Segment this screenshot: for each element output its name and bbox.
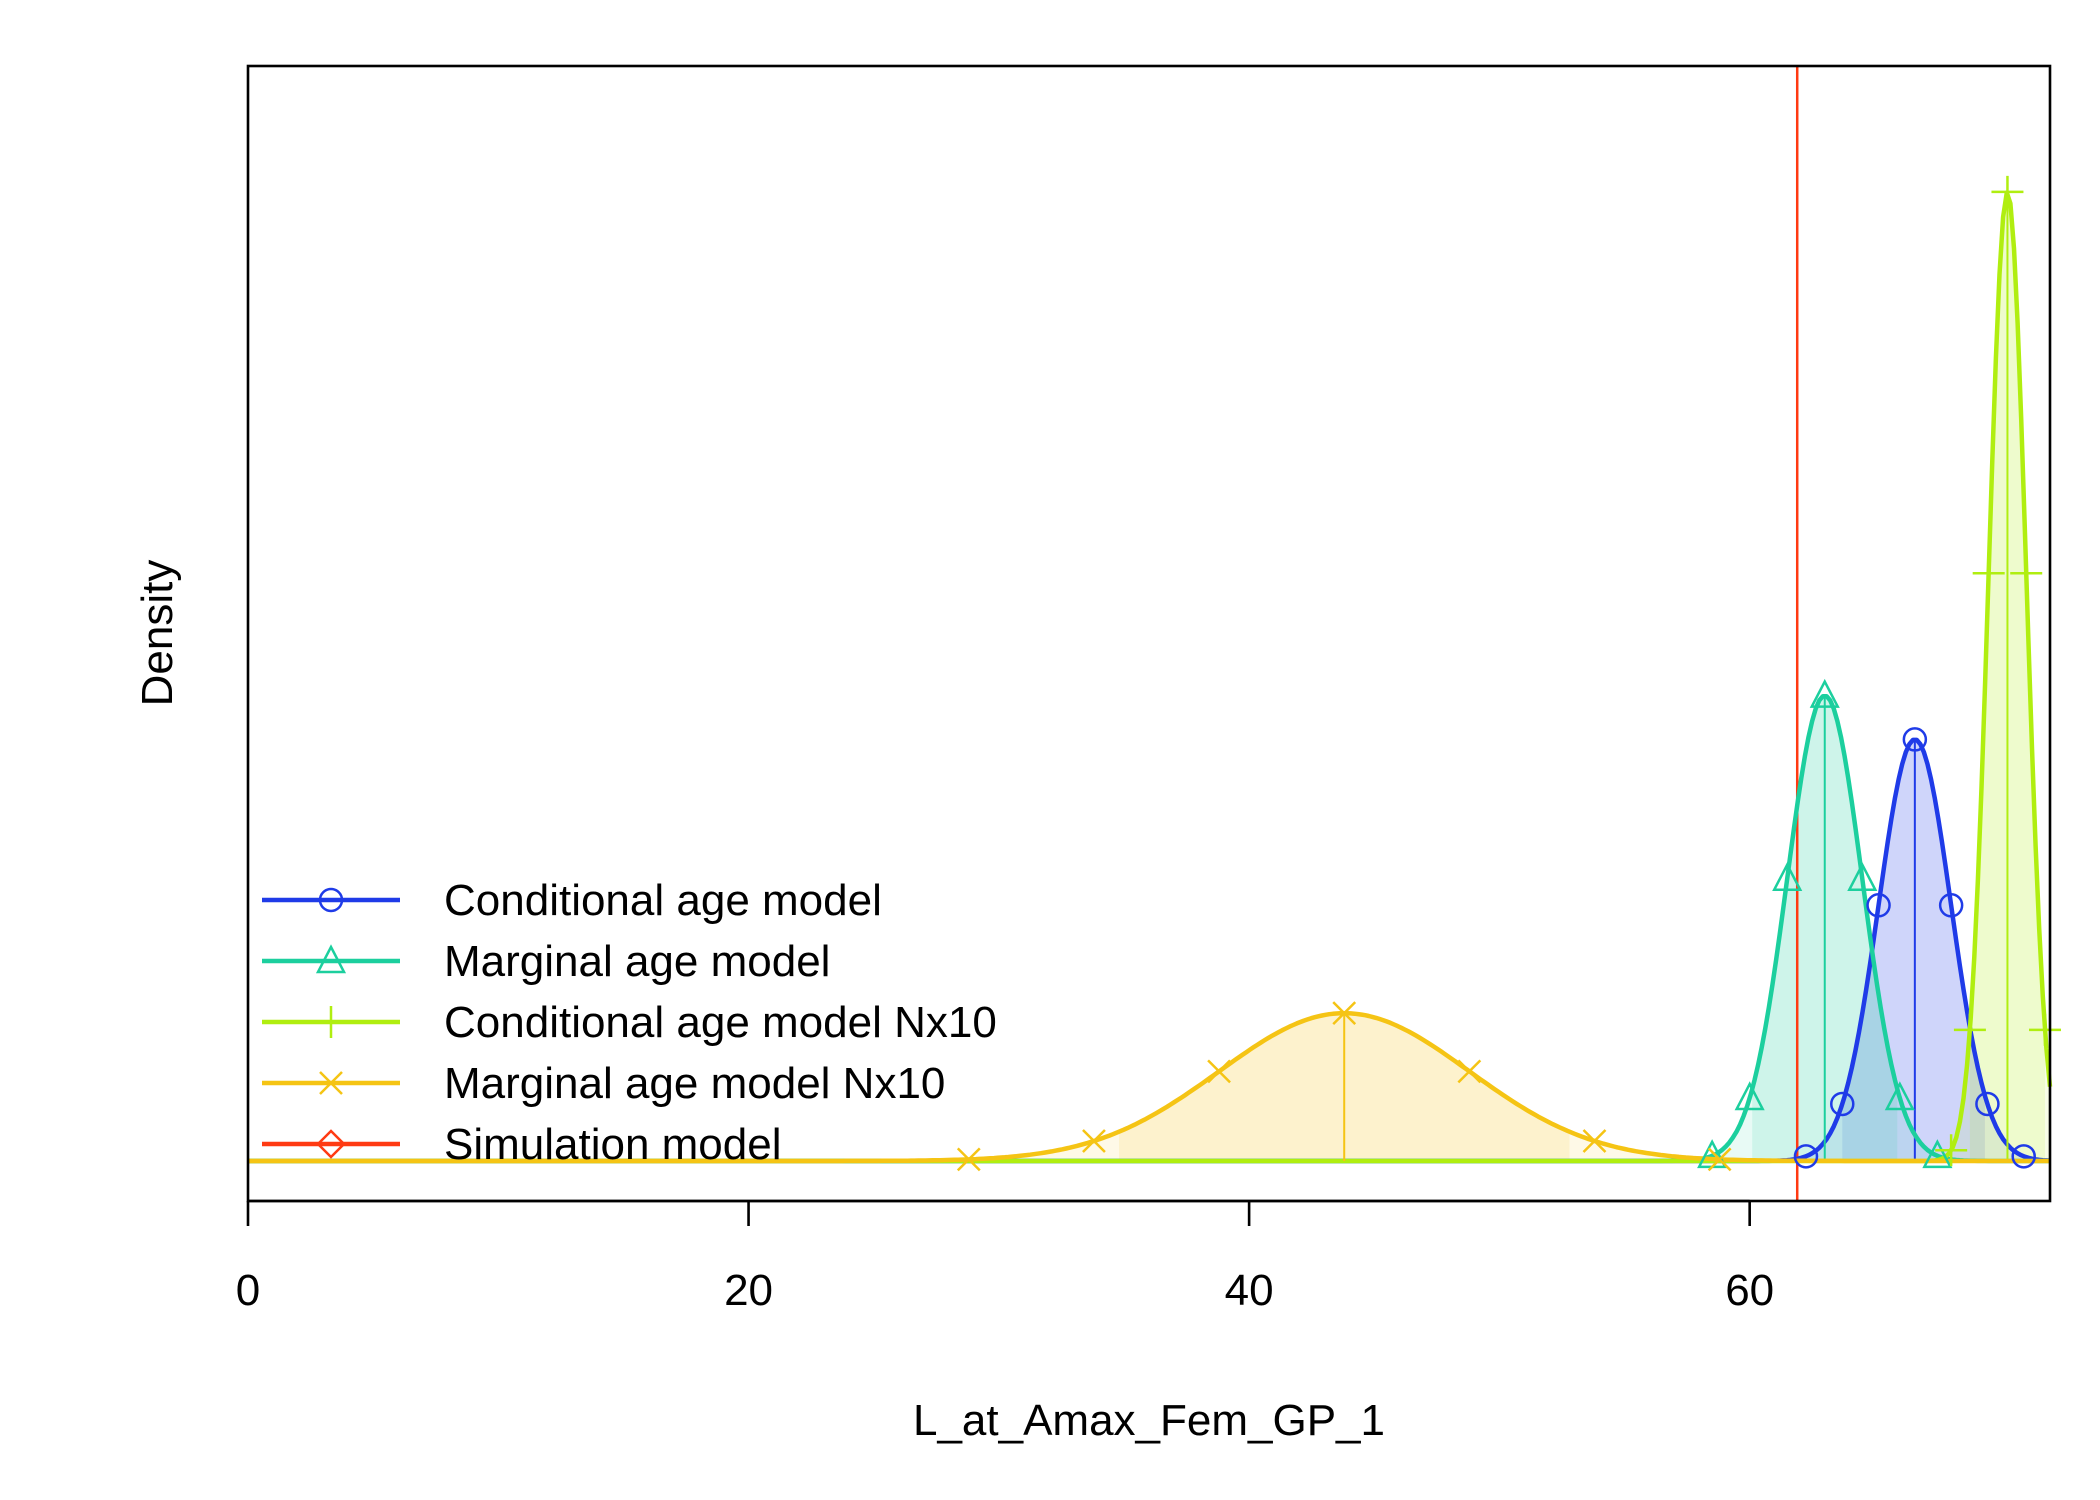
marker-0-0 [1793,1144,1819,1169]
marker-layer [956,175,2061,1172]
legend-marker-2 [315,1006,347,1038]
marker-2-5 [2028,1013,2061,1046]
ci-fill-layer [843,191,2050,1161]
y-axis-title: Density [133,560,182,707]
legend-label-1: Marginal age model [444,937,830,986]
marker-3-0 [956,1147,981,1172]
legend-label-4: Simulation model [444,1120,782,1169]
legend-label-0: Conditional age model [444,876,882,925]
marker-3-1 [1082,1129,1106,1153]
marker-0-2 [1866,893,1891,918]
density-fill-0 [1769,739,2050,1161]
marker-1-6 [1922,1139,1953,1169]
marker-0-1 [1830,1091,1855,1117]
x-axis: 0 20 40 60 [236,1199,1774,1315]
legend-marker-3 [319,1071,343,1095]
marker-2-1 [1953,1013,1986,1046]
density-curve-layer [248,66,2053,1201]
marker-1-2 [1772,862,1803,891]
marker-3-2 [1207,1059,1231,1084]
marker-1-5 [1884,1081,1915,1111]
marker-1-4 [1847,862,1878,891]
ci-fill-0 [1842,739,1985,1161]
x-tick-label-3: 60 [1725,1266,1774,1315]
marker-0-6 [2011,1144,2036,1169]
marker-2-4 [2010,557,2043,590]
marker-3-4 [1457,1059,1482,1084]
legend-marker-0 [318,887,344,913]
legend-label-2: Conditional age model Nx10 [444,998,997,1047]
marker-2-3 [1991,175,2024,208]
marker-0-4 [1938,893,1964,918]
marker-1-1 [1734,1081,1765,1111]
legend-label-3: Marginal age model Nx10 [444,1059,945,1108]
x-tick-label-2: 40 [1225,1266,1274,1315]
legend-marker-4 [316,1129,346,1159]
marker-0-3 [1902,727,1928,752]
legend-marker-1 [315,944,347,974]
density-curve-3 [248,1010,2050,1164]
marker-3-5 [1582,1129,1607,1153]
legend: Conditional age model Marginal age model C… [262,876,997,1169]
marker-3-6 [1707,1147,1732,1172]
marker-0-5 [1975,1091,2000,1117]
marker-2-2 [1972,557,2005,590]
plot-frame [246,64,2052,1203]
marker-1-3 [1809,678,1840,708]
x-tick-label-1: 20 [724,1266,773,1315]
marker-2-0 [1935,1134,1968,1167]
x-axis-title: L_at_Amax_Fem_GP_1 [913,1396,1385,1445]
x-tick-label-0: 0 [236,1266,260,1315]
marker-3-3 [1332,1001,1357,1026]
